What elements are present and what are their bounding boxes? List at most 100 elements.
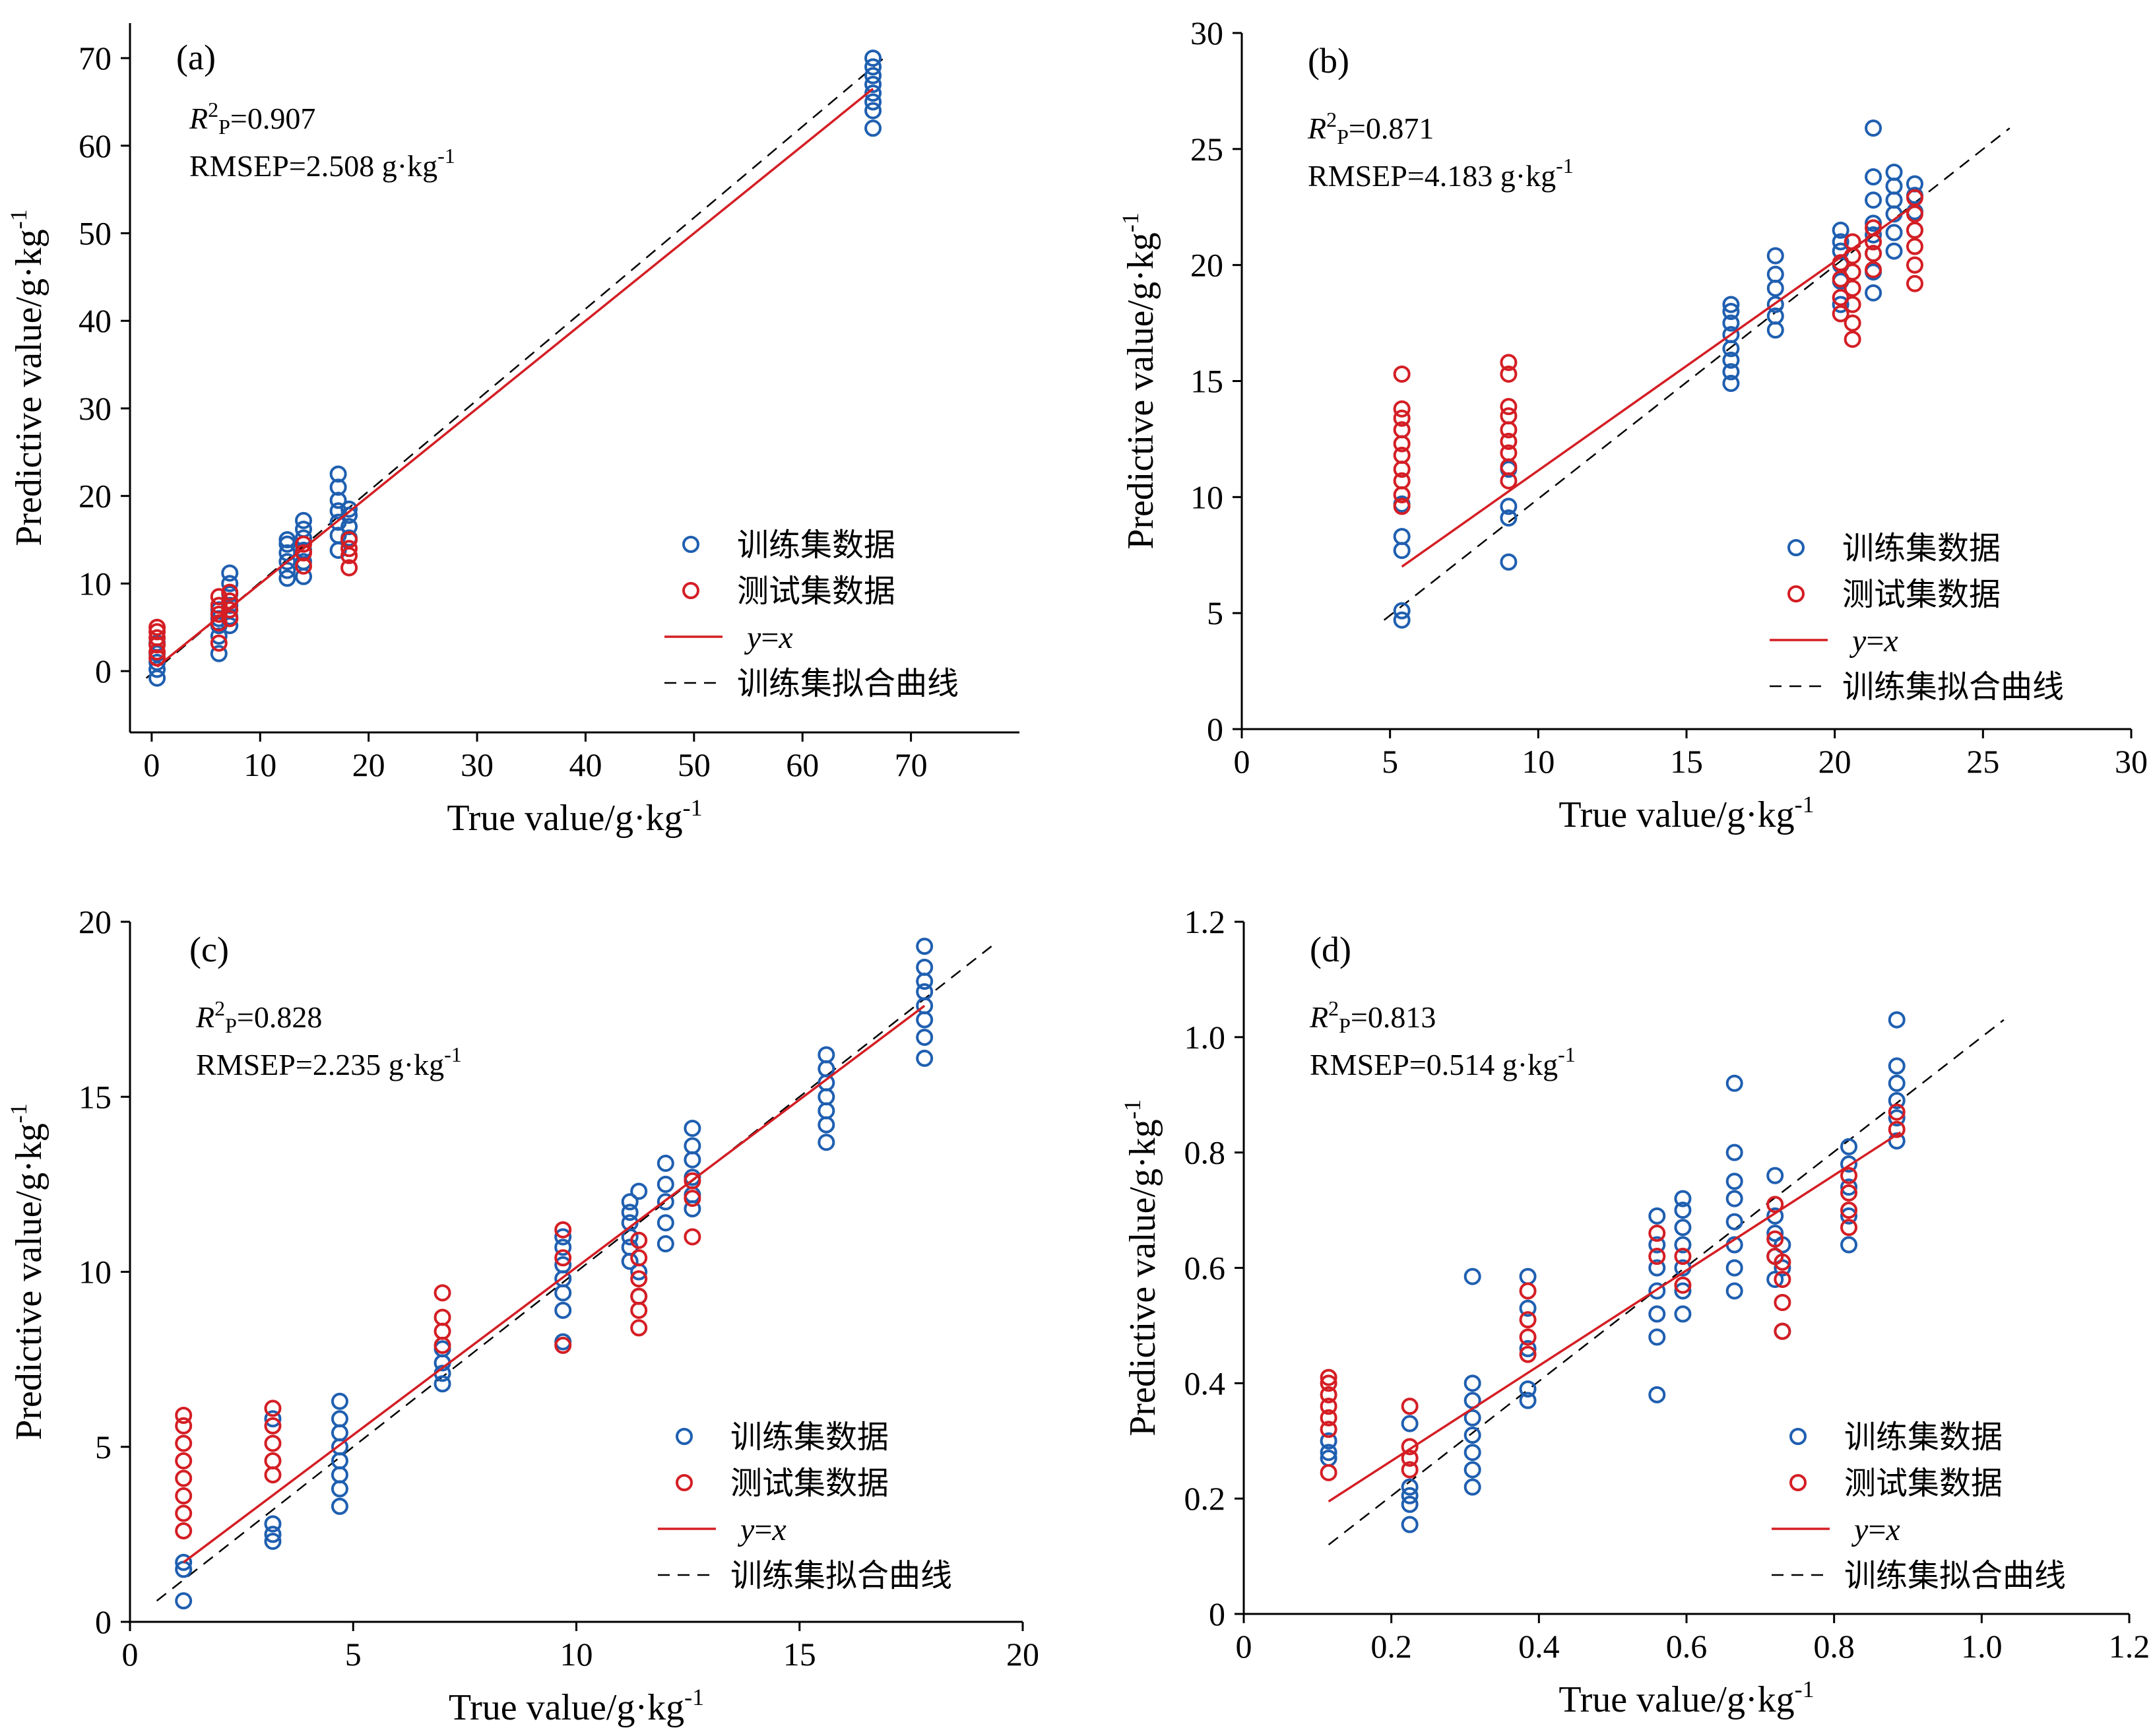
test-point: [1320, 1421, 1337, 1438]
legend-train-marker: [676, 1428, 693, 1445]
panel-label: (a): [176, 38, 216, 77]
legend-test-label: 测试集数据: [730, 1466, 889, 1501]
test-point: [554, 1336, 572, 1354]
legend-test-label: 测试集数据: [1844, 1466, 2003, 1501]
test-point: [148, 618, 166, 636]
y-axis-title: Predictive value/g·kg-1: [1117, 212, 1161, 550]
train-point: [264, 1515, 282, 1533]
legend-train-label: 训练集数据: [730, 1420, 889, 1455]
test-point: [1865, 245, 1882, 263]
y-axis-title: Predictive value/g·kg-1: [5, 1103, 49, 1440]
test-point: [175, 1504, 193, 1522]
x-axis-title: True value/g·kg-1: [1559, 791, 1814, 835]
legend-train-label: 训练集数据: [1844, 1420, 2003, 1455]
train-point: [864, 49, 882, 67]
test-point: [1393, 400, 1411, 418]
train-point: [1865, 284, 1882, 302]
train-point: [1840, 1207, 1858, 1225]
y-tick-label: 0.2: [1184, 1480, 1226, 1517]
train-point: [278, 569, 296, 587]
test-point: [340, 559, 358, 577]
legend-test-marker: [682, 582, 699, 599]
yx-line: [1328, 1131, 1902, 1503]
train-point: [1722, 375, 1740, 393]
test-point: [1401, 1398, 1419, 1415]
test-point: [1648, 1248, 1666, 1266]
x-axis-title: True value/g·kg-1: [1559, 1676, 1814, 1720]
train-point: [916, 958, 934, 976]
train-point: [554, 1228, 572, 1246]
train-point: [1865, 214, 1882, 232]
test-point: [1519, 1328, 1537, 1346]
test-point: [1844, 314, 1861, 332]
test-point: [148, 649, 166, 667]
train-point: [864, 75, 882, 93]
test-point: [148, 629, 166, 647]
test-point: [1774, 1270, 1791, 1288]
train-point: [1766, 279, 1784, 297]
train-point: [221, 575, 239, 593]
rmsep-text: RMSEP=0.514 g·kg-1: [1310, 1043, 1576, 1081]
train-point: [1674, 1305, 1692, 1323]
train-point: [1722, 303, 1740, 320]
train-point: [1648, 1328, 1666, 1346]
train-point: [1766, 296, 1784, 313]
legend-train-label: 训练集数据: [1842, 531, 2001, 566]
test-point: [1393, 472, 1411, 490]
train-point: [1393, 611, 1411, 629]
train-point: [434, 1375, 451, 1393]
x-tick-label: 0.4: [1518, 1628, 1560, 1665]
y-axis-title: Predictive value/g·kg-1: [1119, 1099, 1163, 1436]
panel-label: (c): [189, 930, 229, 969]
legend-train-marker: [1787, 539, 1805, 556]
x-tick-label: 25: [1966, 743, 1999, 780]
y-tick-label: 0: [95, 653, 112, 690]
panel-3: 0 5 10 15 20 0 5 10 15 20 True value/g·kg-1 Predict…: [5, 903, 1039, 1728]
train-point: [1766, 265, 1784, 283]
train-point: [1500, 498, 1518, 515]
train-point: [331, 1392, 348, 1410]
train-point: [1840, 1236, 1858, 1254]
train-point: [1463, 1444, 1481, 1462]
train-point: [684, 1137, 701, 1155]
train-point: [1725, 1282, 1743, 1300]
test-point: [1840, 1184, 1858, 1202]
train-point: [1519, 1392, 1537, 1409]
yx-line: [183, 1004, 926, 1564]
test-point: [1844, 296, 1861, 313]
train-point: [864, 58, 882, 76]
x-tick-label: 0: [143, 746, 160, 783]
train-point: [1674, 1236, 1692, 1254]
r2-text: R2P=0.813: [1309, 996, 1436, 1037]
r2-text: R2P=0.907: [189, 98, 315, 139]
train-point: [329, 502, 347, 520]
train-point: [1401, 1478, 1419, 1496]
train-point: [1722, 296, 1740, 313]
legend-test-label: 测试集数据: [737, 574, 895, 609]
train-point: [554, 1284, 572, 1302]
train-point: [1393, 528, 1411, 546]
test-point: [1401, 1461, 1419, 1479]
train-point: [916, 938, 934, 955]
legend-fit-label: 训练集拟合曲线: [737, 666, 959, 701]
y-tick-label: 30: [79, 390, 112, 427]
train-point: [331, 1497, 348, 1515]
y-tick-label: 0: [95, 1603, 112, 1640]
train-point: [1722, 326, 1740, 344]
train-point: [684, 1119, 701, 1137]
train-point: [818, 1102, 835, 1120]
train-point: [1648, 1305, 1666, 1323]
train-point: [1519, 1380, 1537, 1398]
train-point: [221, 564, 239, 582]
x-tick-label: 0.6: [1666, 1628, 1708, 1665]
train-point: [329, 465, 347, 483]
test-point: [264, 1434, 282, 1452]
test-point: [1774, 1293, 1791, 1311]
train-point: [818, 1088, 835, 1106]
panel-4: 0 0.2 0.4 0.6 0.8 1.0 1.2 0 0.2 0.4 0.6 0.8 1.0 1.2 Tr…: [1119, 903, 2150, 1720]
legend-test-marker: [1787, 585, 1805, 602]
test-point: [1500, 365, 1518, 383]
